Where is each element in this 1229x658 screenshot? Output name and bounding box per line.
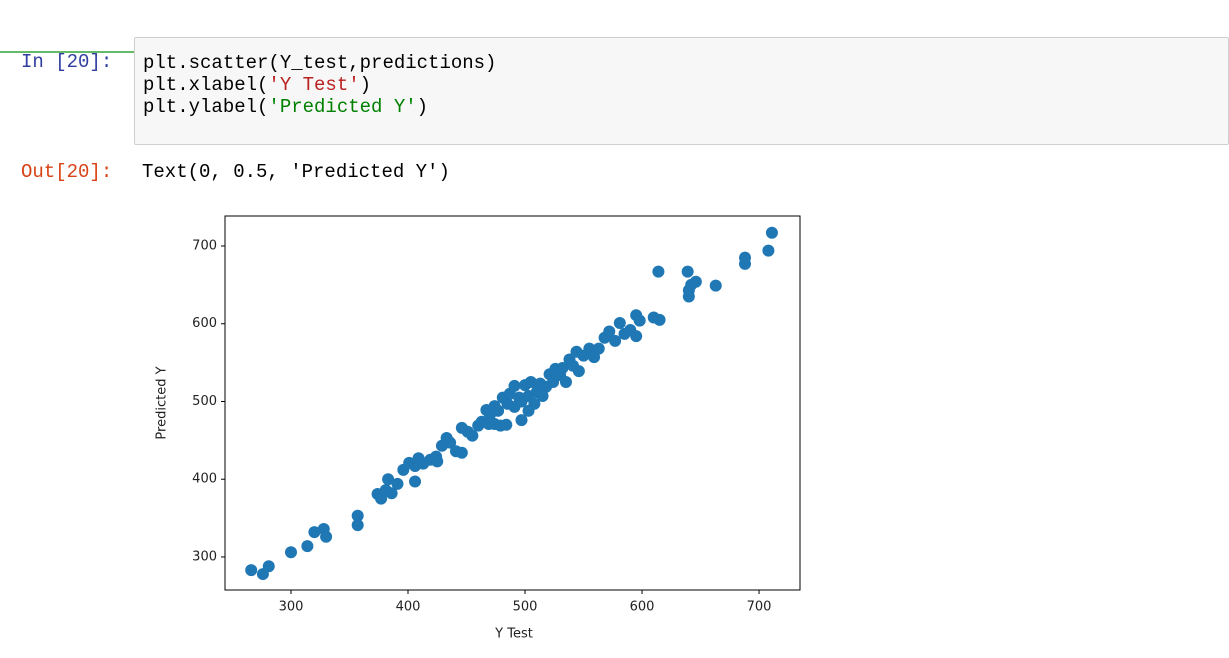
code-cell[interactable]: plt.scatter(Y_test,predictions) plt.xlab… (134, 37, 1229, 145)
scatter-point (391, 477, 404, 490)
scatter-point (455, 446, 468, 459)
code-string: 'Predicted Y' (268, 96, 417, 118)
scatter-point (536, 390, 549, 403)
x-tick-label: 400 (396, 600, 421, 615)
scatter-point (689, 275, 702, 288)
output-text: Text(0, 0.5, 'Predicted Y') (142, 161, 450, 183)
code-text: plt.scatter(Y_test,predictions) (143, 52, 497, 74)
y-tick-label: 500 (192, 394, 217, 409)
out-prompt: Out[20]: (21, 161, 113, 183)
axes-frame (224, 215, 801, 591)
scatter-point (603, 325, 616, 338)
code-string: 'Y Test' (268, 74, 360, 96)
scatter-point (444, 436, 457, 449)
code-text: ) (359, 74, 372, 96)
scatter-point (765, 226, 778, 239)
y-axis-label: Predicted Y (155, 366, 170, 439)
x-tick-label: 500 (513, 600, 538, 615)
scatter-point (500, 418, 513, 431)
scatter-point (308, 526, 321, 539)
scatter-point (515, 414, 528, 427)
x-axis-label: Y Test (494, 627, 533, 642)
scatter-point (351, 519, 364, 532)
scatter-point (431, 455, 444, 468)
scatter-point (466, 429, 479, 442)
scatter-point (709, 279, 722, 292)
scatter-point (262, 560, 275, 573)
in-prompt: In [20]: (21, 51, 113, 73)
scatter-point (522, 404, 535, 417)
scatter-point (613, 316, 626, 329)
x-tick-label: 700 (747, 600, 772, 615)
scatter-point (409, 475, 422, 488)
scatter-point (320, 530, 333, 543)
code-text: plt.xlabel( (143, 74, 269, 96)
scatter-point (653, 313, 666, 326)
scatter-point (572, 365, 585, 378)
scatter-point (385, 487, 398, 500)
scatter-point (301, 540, 314, 553)
scatter-point (652, 265, 665, 278)
code[interactable]: plt.scatter(Y_test,predictions) plt.xlab… (143, 52, 496, 118)
scatter-point (559, 376, 572, 389)
y-tick-label: 600 (192, 316, 217, 331)
scatter-point (681, 265, 694, 278)
scatter-point (556, 362, 569, 375)
scatter-point (739, 257, 752, 270)
scatter-point (245, 564, 258, 577)
scatter-point (382, 473, 395, 486)
scatter-point (482, 418, 495, 431)
x-tick-label: 300 (279, 600, 304, 615)
scatter-point (609, 334, 622, 347)
scatter-point (630, 330, 643, 343)
y-tick-label: 300 (192, 549, 217, 564)
scatter-point (762, 244, 775, 257)
scatter-point (492, 404, 505, 417)
code-text: ) (416, 96, 429, 118)
scatter-point (682, 290, 695, 303)
scatter-point (508, 379, 521, 392)
x-tick-label: 600 (630, 600, 655, 615)
scatter-point (524, 376, 537, 389)
code-text: plt.ylabel( (143, 96, 269, 118)
scatter-point (592, 342, 605, 355)
scatter-point (284, 546, 297, 559)
y-tick-label: 400 (192, 472, 217, 487)
scatter-point (633, 314, 646, 327)
y-tick-label: 700 (192, 239, 217, 254)
scatter-point (351, 509, 364, 522)
